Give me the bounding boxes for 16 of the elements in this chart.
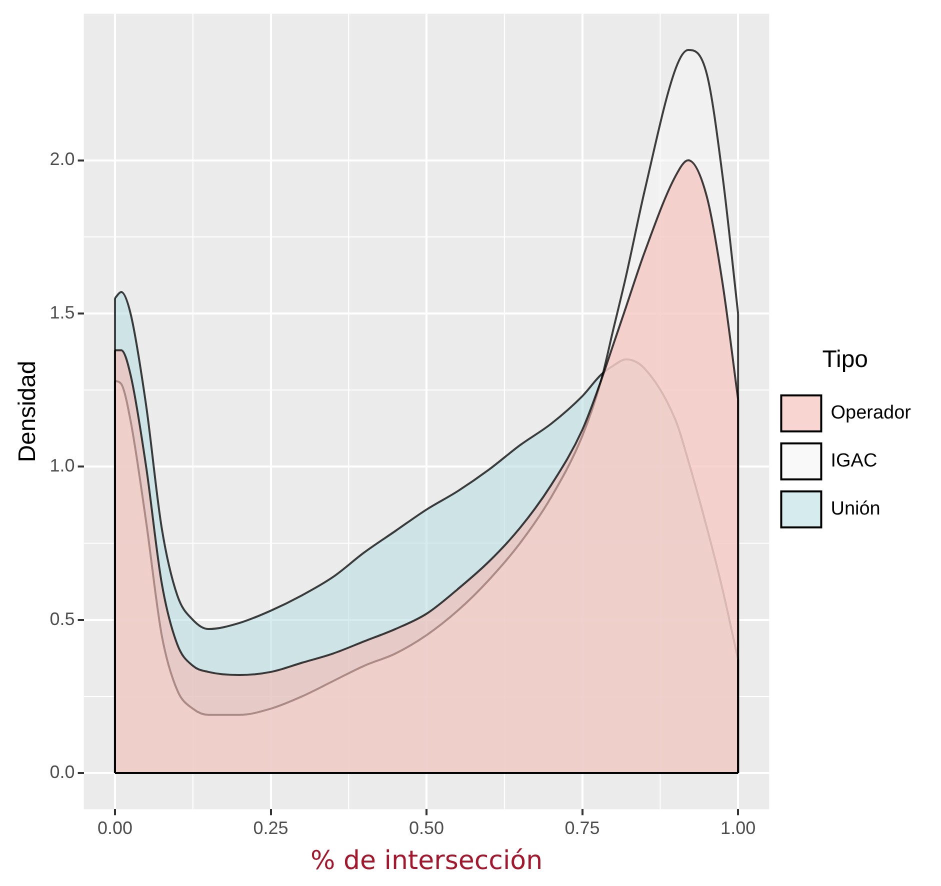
y-tick-label: 1.0 [50, 456, 75, 476]
x-tick-label: 0.00 [97, 818, 132, 838]
x-tick-label: 0.75 [564, 818, 600, 838]
x-axis-title: % de intersección [310, 846, 543, 876]
x-tick-label: 0.50 [409, 818, 444, 838]
legend-title: Tipo [822, 346, 868, 374]
legend-label: Operador [830, 402, 912, 424]
y-tick-label: 0.0 [50, 762, 75, 782]
y-tick-label: 0.5 [50, 608, 75, 629]
x-tick-label: 0.25 [253, 818, 288, 838]
legend-label: Unión [830, 498, 880, 520]
y-axis-title: Densidad [14, 360, 42, 462]
y-tick-label: 1.5 [50, 302, 75, 322]
y-tick-label: 2.0 [50, 149, 75, 170]
x-tick-label: 1.00 [720, 818, 756, 838]
legend-label: IGAC [830, 450, 878, 472]
